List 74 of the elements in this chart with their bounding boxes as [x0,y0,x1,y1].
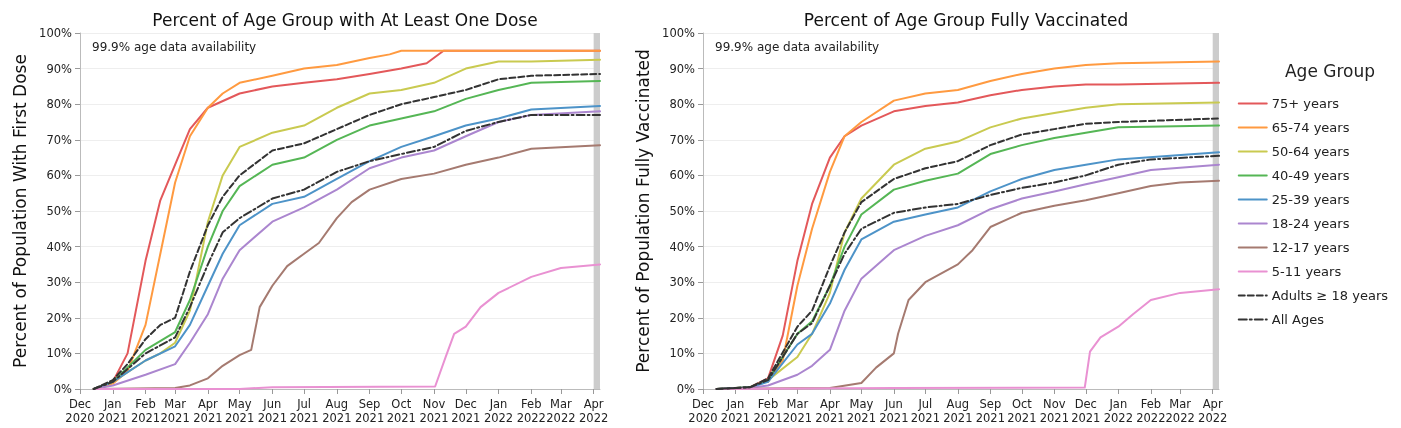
y-tick-label: 100% [662,26,696,40]
legend-title: Age Group [1284,60,1376,81]
y-tick-label: 70% [669,132,696,147]
x-tick-label: Apr 2022 [579,397,609,425]
legend-label: 5-11 years [1271,264,1342,279]
x-tick-label: Jun 2021 [879,397,909,425]
x-tick-label: May 2021 [846,397,877,425]
y-tick-label: 80% [46,97,73,112]
y-tick-label: 0% [53,382,73,396]
y-tick-label: 40% [669,239,696,254]
y-axis-title: Percent of Population With First Dose [9,54,30,368]
x-tick-label: Jan 2022 [1103,397,1133,425]
x-tick-label: Jul 2021 [910,397,940,425]
x-tick-label: Jan 2022 [483,397,514,425]
x-tick-label: Mar 2021 [782,397,813,425]
legend-label: 50-64 years [1271,144,1350,159]
x-tick-label: Apr 2022 [1198,397,1228,425]
y-tick-label: 90% [46,61,73,76]
chart-title: Percent of Age Group Fully Vaccinated [803,9,1129,30]
x-tick-label: Dec 2021 [451,397,481,425]
x-tick-label: Jan 2021 [98,397,128,425]
chart-title: Percent of Age Group with At Least One Dose [152,9,538,30]
y-tick-label: 40% [46,239,73,254]
y-tick-label: 100% [39,26,73,40]
x-tick-label: Aug 2021 [943,397,973,425]
x-tick-label: Feb 2022 [1136,397,1166,425]
annotation: 99.9% age data availability [92,40,257,54]
y-tick-label: 50% [669,204,696,218]
x-tick-label: Oct 2021 [1007,397,1037,425]
x-tick-label: Mar 2022 [1165,397,1195,425]
legend-label: 40-49 years [1271,168,1350,183]
y-tick-label: 30% [669,275,696,290]
x-tick-label: Mar 2021 [160,397,190,425]
x-tick-label: Nov 2021 [1039,397,1069,425]
x-tick-label: Sep 2021 [354,397,385,425]
x-tick-label: Oct 2021 [386,397,416,425]
y-tick-label: 20% [46,310,73,325]
x-tick-label: Feb 2021 [753,397,783,425]
y-tick-label: 60% [46,168,73,183]
legend-label: 25-39 years [1271,192,1350,207]
x-tick-label: Dec 2021 [1071,397,1101,425]
x-tick-label: Nov 2021 [419,397,449,425]
y-tick-label: 60% [669,168,696,183]
y-tick-label: 90% [669,61,696,76]
legend-label: 75+ years [1271,96,1340,111]
x-tick-label: Jul 2021 [289,397,319,425]
x-tick-label: Feb 2022 [516,397,546,425]
legend-label: All Ages [1271,312,1325,327]
y-tick-label: 10% [669,346,696,361]
y-tick-label: 80% [669,97,696,112]
legend-label: Adults ≥ 18 years [1271,288,1389,303]
x-tick-label: Apr 2021 [193,397,223,425]
y-axis-title: Percent of Population Fully Vaccinated [632,49,653,373]
x-tick-label: Dec 2020 [65,397,95,425]
x-tick-label: Jun 2021 [257,397,287,425]
x-tick-label: May 2021 [224,397,255,425]
x-tick-label: Jan 2021 [720,397,751,425]
y-tick-label: 0% [676,382,696,396]
legend-label: 65-74 years [1271,120,1350,135]
x-tick-label: Aug 2021 [322,397,352,425]
y-tick-label: 70% [46,132,73,147]
y-tick-label: 30% [46,275,73,290]
x-tick-label: Sep 2021 [975,397,1006,425]
x-tick-label: Mar 2022 [546,397,576,425]
line-series [92,263,601,390]
y-tick-label: 50% [46,204,73,218]
annotation: 99.9% age data availability [715,40,880,54]
x-tick-label: Apr 2021 [815,397,845,425]
x-tick-label: Feb 2021 [130,397,161,425]
y-tick-label: 10% [46,346,73,361]
x-tick-label: Dec 2020 [688,397,718,425]
legend-label: 12-17 years [1271,240,1350,255]
y-tick-label: 20% [669,310,696,325]
legend-label: 18-24 years [1271,216,1350,231]
